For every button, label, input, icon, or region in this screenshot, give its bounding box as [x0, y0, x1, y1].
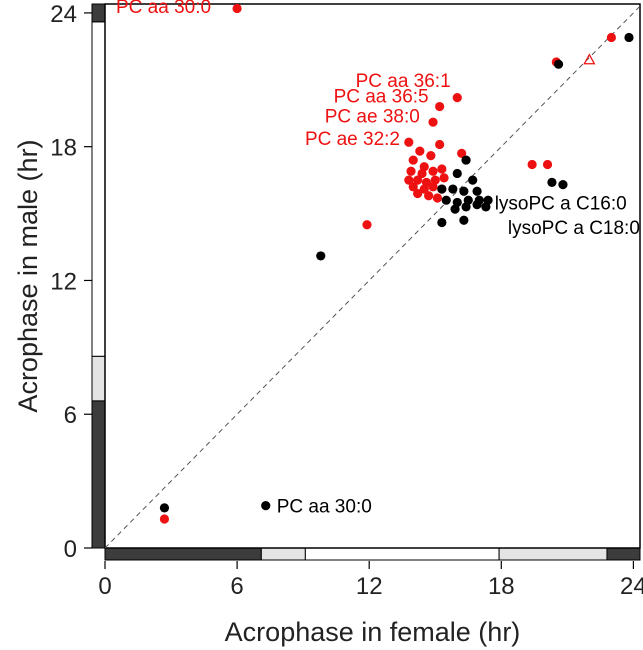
data-point: [316, 251, 326, 261]
data-points: [159, 3, 634, 524]
light-dark-bar-y: [91, 3, 106, 549]
data-point: [417, 168, 427, 179]
x-tick-label: 18: [488, 573, 515, 600]
point-label: PC aa 36:1: [356, 71, 451, 92]
data-point: [558, 179, 568, 190]
point-label: PC ae 38:0: [325, 106, 420, 127]
x-axis-label: Acrophase in female (hr): [225, 617, 521, 647]
light-dark-segment-x: [606, 547, 641, 561]
data-point: [472, 186, 482, 196]
data-point: [362, 220, 372, 230]
data-point: [461, 155, 471, 165]
light-dark-segment-y: [91, 21, 106, 357]
data-point: [452, 93, 462, 103]
light-dark-segment-x: [260, 547, 306, 561]
data-point: [452, 168, 462, 179]
light-dark-segment-x: [104, 547, 262, 561]
data-point: [432, 193, 443, 203]
light-dark-bar-x: [104, 547, 641, 561]
data-point: [413, 188, 423, 199]
data-point: [408, 182, 418, 192]
triangle-marker: [583, 53, 596, 65]
x-axis-ticks: 0 6 12 18 24: [98, 561, 643, 600]
data-point: [232, 3, 242, 14]
data-point: [437, 217, 447, 228]
data-point: [424, 191, 434, 201]
data-point: [435, 139, 445, 150]
data-point: [457, 148, 467, 158]
data-point: [472, 200, 482, 210]
y-tick-label: 6: [64, 402, 77, 429]
data-point: [428, 182, 438, 192]
data-point: [159, 503, 170, 513]
data-point: [606, 32, 616, 43]
point-label: PC ae 32:2: [305, 129, 400, 150]
data-point: [437, 164, 447, 174]
point-label: PC aa 30:0: [277, 497, 372, 518]
data-point: [406, 166, 416, 176]
data-point: [413, 175, 423, 185]
point-label: PC aa 36:5: [334, 86, 429, 107]
data-point: [450, 204, 460, 214]
data-point: [428, 166, 438, 176]
data-point: [542, 159, 553, 170]
data-point: [261, 501, 271, 511]
y-tick-label: 18: [50, 135, 77, 162]
data-point: [404, 175, 414, 185]
x-tick-label: 24: [620, 573, 643, 600]
data-point: [547, 177, 557, 187]
y-tick-label: 24: [50, 1, 77, 28]
light-dark-segment-y: [91, 355, 106, 402]
data-point: [459, 186, 469, 196]
data-point: [159, 514, 170, 524]
y-tick-label: 0: [64, 536, 77, 563]
data-point: [437, 184, 447, 194]
data-point: [481, 202, 491, 212]
y-tick-label: 12: [50, 268, 77, 295]
y-axis-label: Acrophase in male (hr): [13, 139, 43, 412]
identity-line: [104, 5, 641, 549]
data-point: [468, 175, 478, 185]
data-point: [439, 173, 449, 183]
x-tick-label: 0: [98, 573, 111, 600]
data-point: [415, 146, 425, 156]
x-tick-label: 12: [356, 573, 383, 600]
light-dark-segment-y: [91, 400, 106, 549]
data-point: [428, 117, 438, 127]
data-point: [527, 159, 537, 170]
data-point: [419, 184, 429, 194]
plot-frame: [104, 3, 641, 549]
light-dark-segment-y: [91, 3, 106, 23]
point-label: lysoPC a C18:0: [508, 218, 640, 239]
point-label: PC aa 30:0: [116, 0, 211, 18]
y-axis-ticks: 0 6 12 18 24: [50, 1, 92, 563]
light-dark-segment-x: [498, 547, 608, 561]
data-point: [441, 195, 451, 205]
data-point: [459, 215, 469, 225]
point-label: lysoPC a C16:0: [495, 193, 627, 214]
data-point: [624, 32, 634, 43]
data-point: [404, 137, 414, 147]
data-point: [426, 151, 436, 161]
data-point: [435, 101, 445, 112]
light-dark-segment-x: [304, 547, 500, 561]
x-tick-label: 6: [230, 573, 243, 600]
data-point: [553, 59, 564, 69]
data-point: [408, 155, 418, 165]
data-point: [461, 202, 471, 212]
point-annotations: PC aa 30:0 PC aa 36:1PC aa 36:5PC ae 38:0…: [116, 0, 640, 518]
data-point: [448, 184, 458, 194]
